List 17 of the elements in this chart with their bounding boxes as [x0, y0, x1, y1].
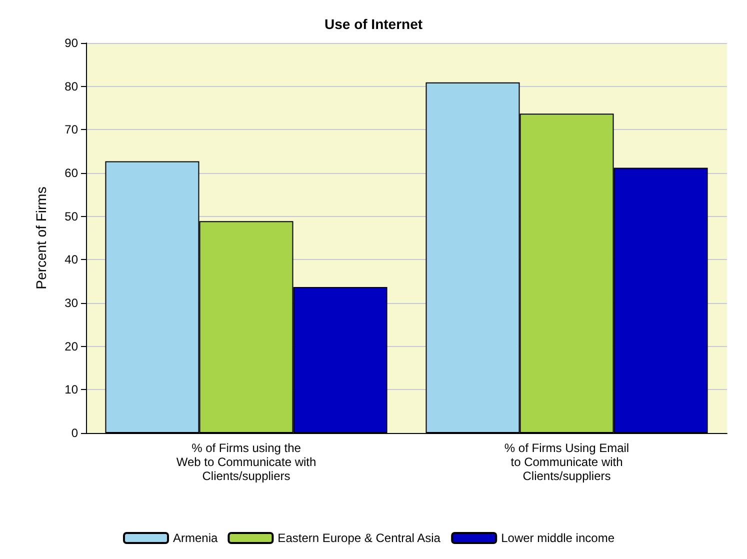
x-tick-label: % of Firms using the Web to Communicate with Clients/suppliers: [176, 441, 316, 483]
chart-title: Use of Internet: [324, 16, 423, 32]
y-tick-label: 60: [64, 166, 78, 180]
y-tick-label: 90: [64, 36, 78, 50]
x-tick-label: % of Firms Using Email to Communicate with Clients/suppliers: [504, 441, 630, 483]
legend-label: Armenia: [173, 531, 218, 545]
y-tick-label: 80: [64, 79, 78, 94]
y-tick-label: 20: [64, 339, 78, 354]
legend-label: Lower middle income: [501, 531, 615, 545]
y-axis-title: Percent of Firms: [33, 186, 49, 290]
y-tick-label: 10: [64, 382, 78, 397]
y-tick-label: 0: [71, 426, 78, 440]
y-tick-label: 30: [64, 296, 78, 310]
legend-label: Eastern Europe & Central Asia: [278, 531, 441, 545]
y-tick-label: 50: [64, 209, 78, 224]
y-tick-label: 40: [64, 252, 78, 267]
y-tick-label: 70: [64, 122, 78, 137]
